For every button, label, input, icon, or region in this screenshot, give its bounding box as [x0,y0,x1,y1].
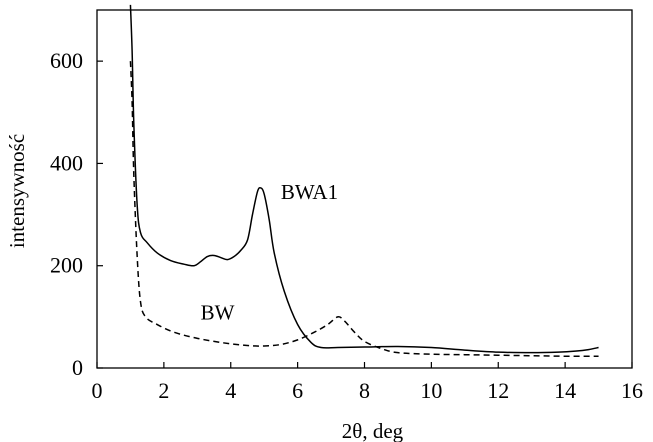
x-tick-label: 6 [292,378,303,403]
series-annotation-bwa1: BWA1 [281,180,338,204]
axes-layer: 0 2 4 6 8 10 12 14 16 0 200 400 600 [50,9,643,403]
label-layer: 2θ, deg intensywność BWA1 BW [5,134,404,442]
series-annotation-bw: BW [201,300,235,324]
x-tick-label: 10 [420,378,442,403]
y-tick-label: 0 [72,355,83,380]
x-axis-title: 2θ, deg [342,419,404,442]
y-axis-title: intensywność [5,134,29,248]
series-line-bw [129,61,599,358]
y-tick-label: 400 [50,150,83,175]
y-tick-label: 200 [50,253,83,278]
x-tick-label: 12 [487,378,509,403]
x-tick-label: 8 [359,378,370,403]
x-tick-label: 2 [158,378,169,403]
x-tick-label: 14 [554,378,576,403]
x-tick-label: 4 [225,378,236,403]
x-tick-label: 0 [92,378,103,403]
series-line-bwa1 [129,4,599,354]
y-tick-label: 600 [50,48,83,73]
series-layer [129,4,599,358]
x-tick-label: 16 [621,378,643,403]
plot-frame [96,9,633,369]
